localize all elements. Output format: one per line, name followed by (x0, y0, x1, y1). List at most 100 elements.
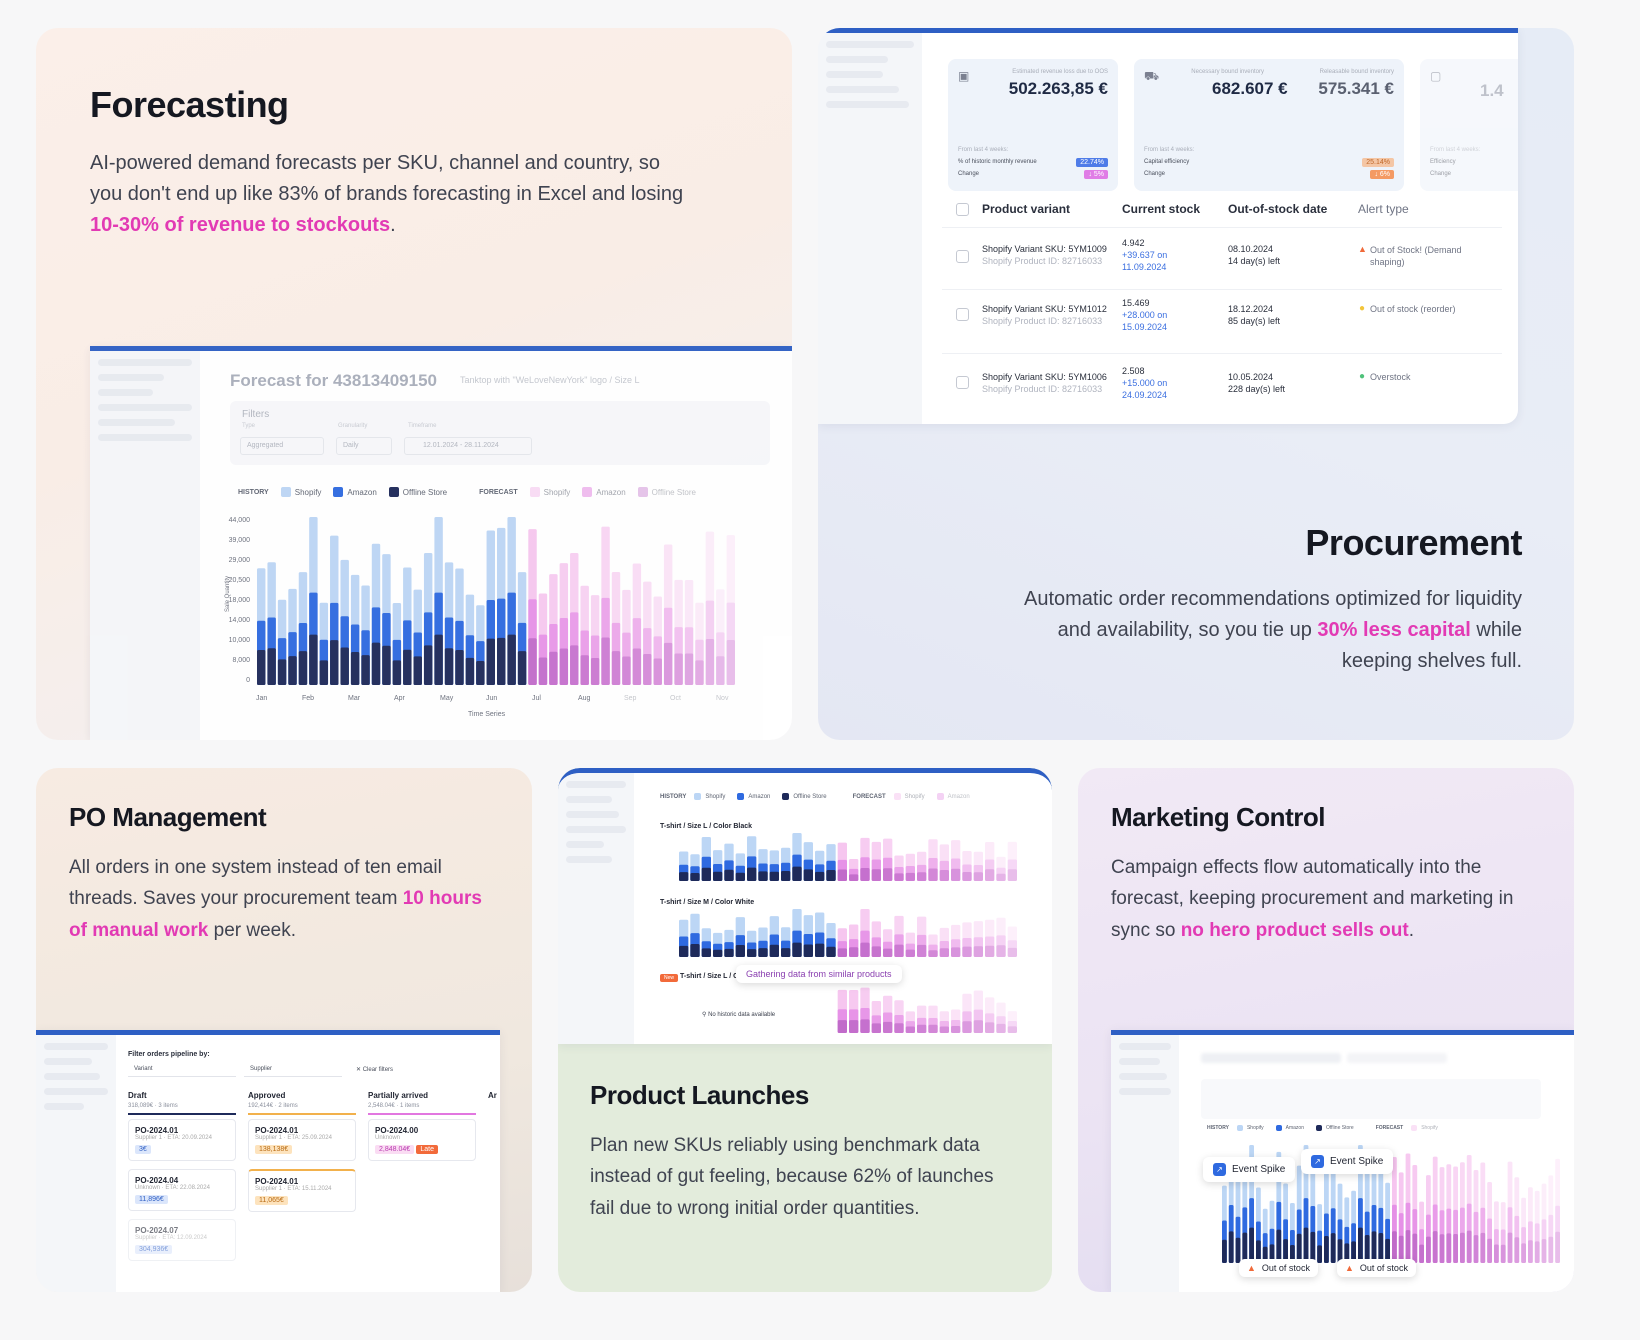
bar (1432, 1231, 1438, 1263)
clear-filters-button[interactable]: ✕ Clear filters (356, 1067, 394, 1073)
bar (1555, 1158, 1560, 1263)
bar (632, 648, 642, 685)
bar (1242, 1232, 1248, 1263)
bar (1344, 1243, 1350, 1263)
table-row[interactable]: Shopify Variant SKU: 5YM1012 Shopify Pro… (942, 289, 1502, 353)
supplier-filter-select[interactable]: Supplier (244, 1063, 342, 1077)
bar (1426, 1236, 1431, 1263)
bar (1324, 1235, 1329, 1263)
bar (985, 869, 995, 881)
bar (973, 872, 983, 881)
y-tick: 10,000 (228, 637, 250, 644)
po-card[interactable]: PO-2024.07 Supplier · ETA: 12.09.2024 304,… (128, 1219, 236, 1261)
chart-title: T-shirt / Size M / Color White (660, 899, 755, 906)
row-checkbox[interactable] (956, 250, 969, 263)
po-card[interactable]: PO-2024.01 Supplier 1 · ETA: 20.09.2024 3€ (128, 1119, 236, 1161)
bar (1473, 1235, 1479, 1263)
trend-up-icon: ↗ (1311, 1155, 1324, 1168)
y-tick: 18,000 (228, 597, 250, 604)
kpi-efficiency: ▢ 1.4 From last 4 weeks: Efficiency Chan… (1420, 59, 1518, 191)
bar (590, 658, 600, 685)
bar (1548, 1236, 1554, 1263)
bar (826, 946, 836, 957)
table-row[interactable]: Shopify Variant SKU: 5YM1006 Shopify Pro… (942, 353, 1502, 419)
select-all-checkbox[interactable] (956, 203, 969, 216)
bar (1507, 1207, 1513, 1263)
bar (792, 866, 802, 881)
bar (1256, 1240, 1261, 1263)
bar (951, 947, 961, 957)
bar (1228, 1231, 1234, 1263)
bar (917, 1024, 927, 1033)
row-checkbox[interactable] (956, 308, 969, 321)
forecast-screenshot: Forecast for 43813409150 Tanktop with "W… (90, 346, 792, 740)
bar (705, 600, 715, 685)
row-checkbox[interactable] (956, 376, 969, 389)
bar (701, 867, 711, 881)
bar (996, 945, 1006, 957)
variant-filter-select[interactable]: Variant (128, 1063, 236, 1077)
x-tick: Sep (624, 695, 637, 702)
bar (996, 1023, 1006, 1033)
kpi-badge: ↓ 5% (1084, 170, 1108, 179)
table-row[interactable]: Shopify Variant SKU: 5YM1009 Shopify Pro… (942, 227, 1502, 289)
x-tick: Mar (348, 695, 361, 702)
y-tick: 8,000 (232, 657, 250, 664)
bar (653, 596, 662, 685)
bar (724, 869, 734, 881)
po-card[interactable]: PO-2024.04 Unknown · ETA: 22.08.2024 11,89… (128, 1169, 236, 1211)
bar (319, 660, 329, 685)
bar (781, 948, 791, 957)
bar (996, 935, 1006, 957)
bar (1534, 1223, 1540, 1263)
po-card[interactable]: PO-2024.00 Unknown 2,848.04€ Late (368, 1119, 476, 1161)
bar (837, 869, 847, 881)
bar (837, 948, 847, 957)
y-tick: 14,000 (228, 617, 250, 624)
bar (1317, 1245, 1322, 1263)
marketing-description: Campaign effects flow automatically into… (1111, 857, 1514, 941)
bar (1548, 1175, 1554, 1263)
bar (894, 944, 904, 957)
launch-chart-3 (837, 987, 1017, 1033)
cart-icon: ⛟ (1144, 69, 1160, 83)
x-tick: May (440, 695, 454, 702)
bar (361, 655, 370, 685)
bar (883, 948, 893, 957)
bar (705, 638, 715, 685)
bar (1419, 1244, 1424, 1263)
bar (403, 649, 412, 685)
kpi-revenue-loss: ▣ Estimated revenue loss due to OOS 502.… (948, 59, 1118, 191)
bar (758, 871, 768, 881)
bar (747, 867, 757, 881)
bar (951, 1025, 961, 1033)
bar (871, 869, 881, 881)
granularity-select[interactable]: Daily (336, 437, 392, 455)
bar (973, 946, 983, 957)
kpi-badge: ↓ 6% (1370, 170, 1394, 179)
bar (962, 872, 972, 881)
bar (1541, 1219, 1547, 1263)
bar (465, 657, 475, 685)
po-card[interactable]: PO-2024.01 Supplier 1 · ETA: 15.11.2024 11… (248, 1169, 356, 1212)
bar (985, 1022, 995, 1033)
app-sidebar (558, 773, 634, 1044)
bar (663, 544, 673, 685)
y-tick: 44,000 (228, 517, 250, 524)
bar (601, 637, 610, 685)
bar (883, 868, 893, 881)
bar (1514, 1237, 1520, 1263)
po-card[interactable]: PO-2024.01 Supplier 1 · ETA: 25.09.2024 13… (248, 1119, 356, 1161)
date-range-input[interactable]: 12.01.2024 - 28.11.2024 (404, 437, 532, 455)
bar (1310, 1231, 1316, 1263)
bar (716, 656, 725, 685)
bar (257, 649, 266, 685)
forecast-page-title: Forecast for 43813409150 (230, 371, 437, 390)
table-header: Product variant Current stock Out-of-sto… (942, 193, 1502, 227)
bar (298, 651, 308, 685)
bar (1555, 1205, 1560, 1263)
kanban-column-approved: Approved 192,414€ · 2 items PO-2024.01 Su… (248, 1091, 356, 1220)
bar (985, 936, 995, 957)
launch-legend: HISTORY Shopify Amazon Offline Store FOR… (660, 793, 970, 800)
type-select[interactable]: Aggregated (240, 437, 324, 455)
